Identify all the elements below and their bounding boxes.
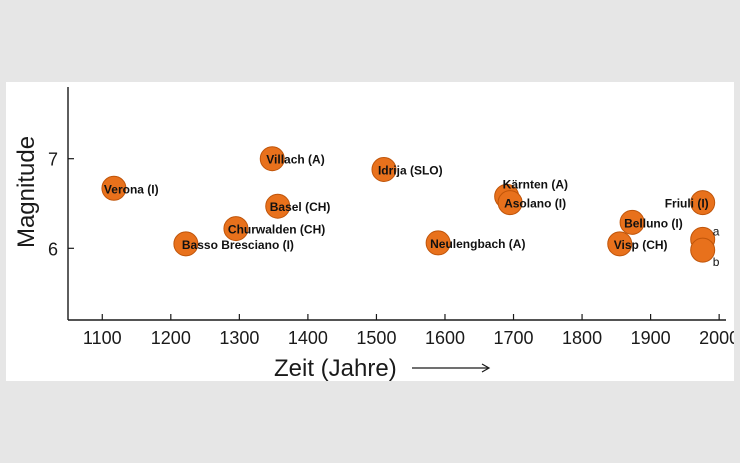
x-tick-label: 1300 <box>219 328 259 348</box>
y-tick-label: 7 <box>48 150 58 170</box>
point-label: Friuli (I) <box>665 197 709 211</box>
point-label: Idrija (SLO) <box>378 163 443 177</box>
point-label: Basso Bresciano (I) <box>182 238 294 252</box>
x-tick-label: 1600 <box>425 328 465 348</box>
y-axis-title: Magnitude <box>13 136 40 248</box>
data-point <box>265 193 291 219</box>
chart-panel: 1100 1200 1300 1400 1500 1600 1700 1800 1900 2000… <box>6 82 734 381</box>
x-tick-label: 1900 <box>631 328 671 348</box>
point-label: Basel (CH) <box>270 200 331 214</box>
point-label: Kärnten (A) <box>503 177 568 191</box>
data-point <box>497 190 523 216</box>
x-axis-title: Zeit (Jahre) <box>274 355 397 381</box>
y-tick-label: 6 <box>48 239 58 259</box>
x-tick-label: 1500 <box>356 328 396 348</box>
data-point <box>223 216 249 242</box>
point-label: Asolano (I) <box>504 197 566 211</box>
point-note: b <box>713 255 720 269</box>
data-points <box>101 146 716 263</box>
scatter-chart: 1100 1200 1300 1400 1500 1600 1700 1800 1900 2000… <box>13 87 734 381</box>
point-label: Churwalden (CH) <box>228 223 325 237</box>
data-point <box>101 175 127 201</box>
data-point <box>619 209 645 235</box>
data-point <box>690 190 716 216</box>
x-tick-label: 1400 <box>288 328 328 348</box>
x-tick-label: 1100 <box>83 328 122 348</box>
ticks: 1100 1200 1300 1400 1500 1600 1700 1800 1900 2000… <box>48 150 734 348</box>
data-point <box>371 156 397 182</box>
data-point <box>607 231 633 257</box>
x-tick-label: 1200 <box>151 328 191 348</box>
data-point <box>173 231 199 257</box>
x-tick-label: 1700 <box>493 328 533 348</box>
data-point <box>259 146 285 172</box>
axes <box>67 87 726 321</box>
x-tick-label: 1800 <box>562 328 602 348</box>
point-label: Villach (A) <box>266 153 324 167</box>
x-tick-label: 2000 <box>699 328 734 348</box>
data-point <box>425 230 451 256</box>
data-point <box>690 237 716 263</box>
point-label: Visp (CH) <box>614 238 668 252</box>
x-axis-arrowhead <box>481 363 491 373</box>
point-label: Neulengbach (A) <box>430 237 525 251</box>
point-label: Verona (I) <box>104 182 159 196</box>
point-labels: Verona (I) Basso Bresciano (I)Churwalden … <box>104 153 720 269</box>
point-note: a <box>713 224 720 238</box>
point-label: Belluno (I) <box>624 216 683 230</box>
